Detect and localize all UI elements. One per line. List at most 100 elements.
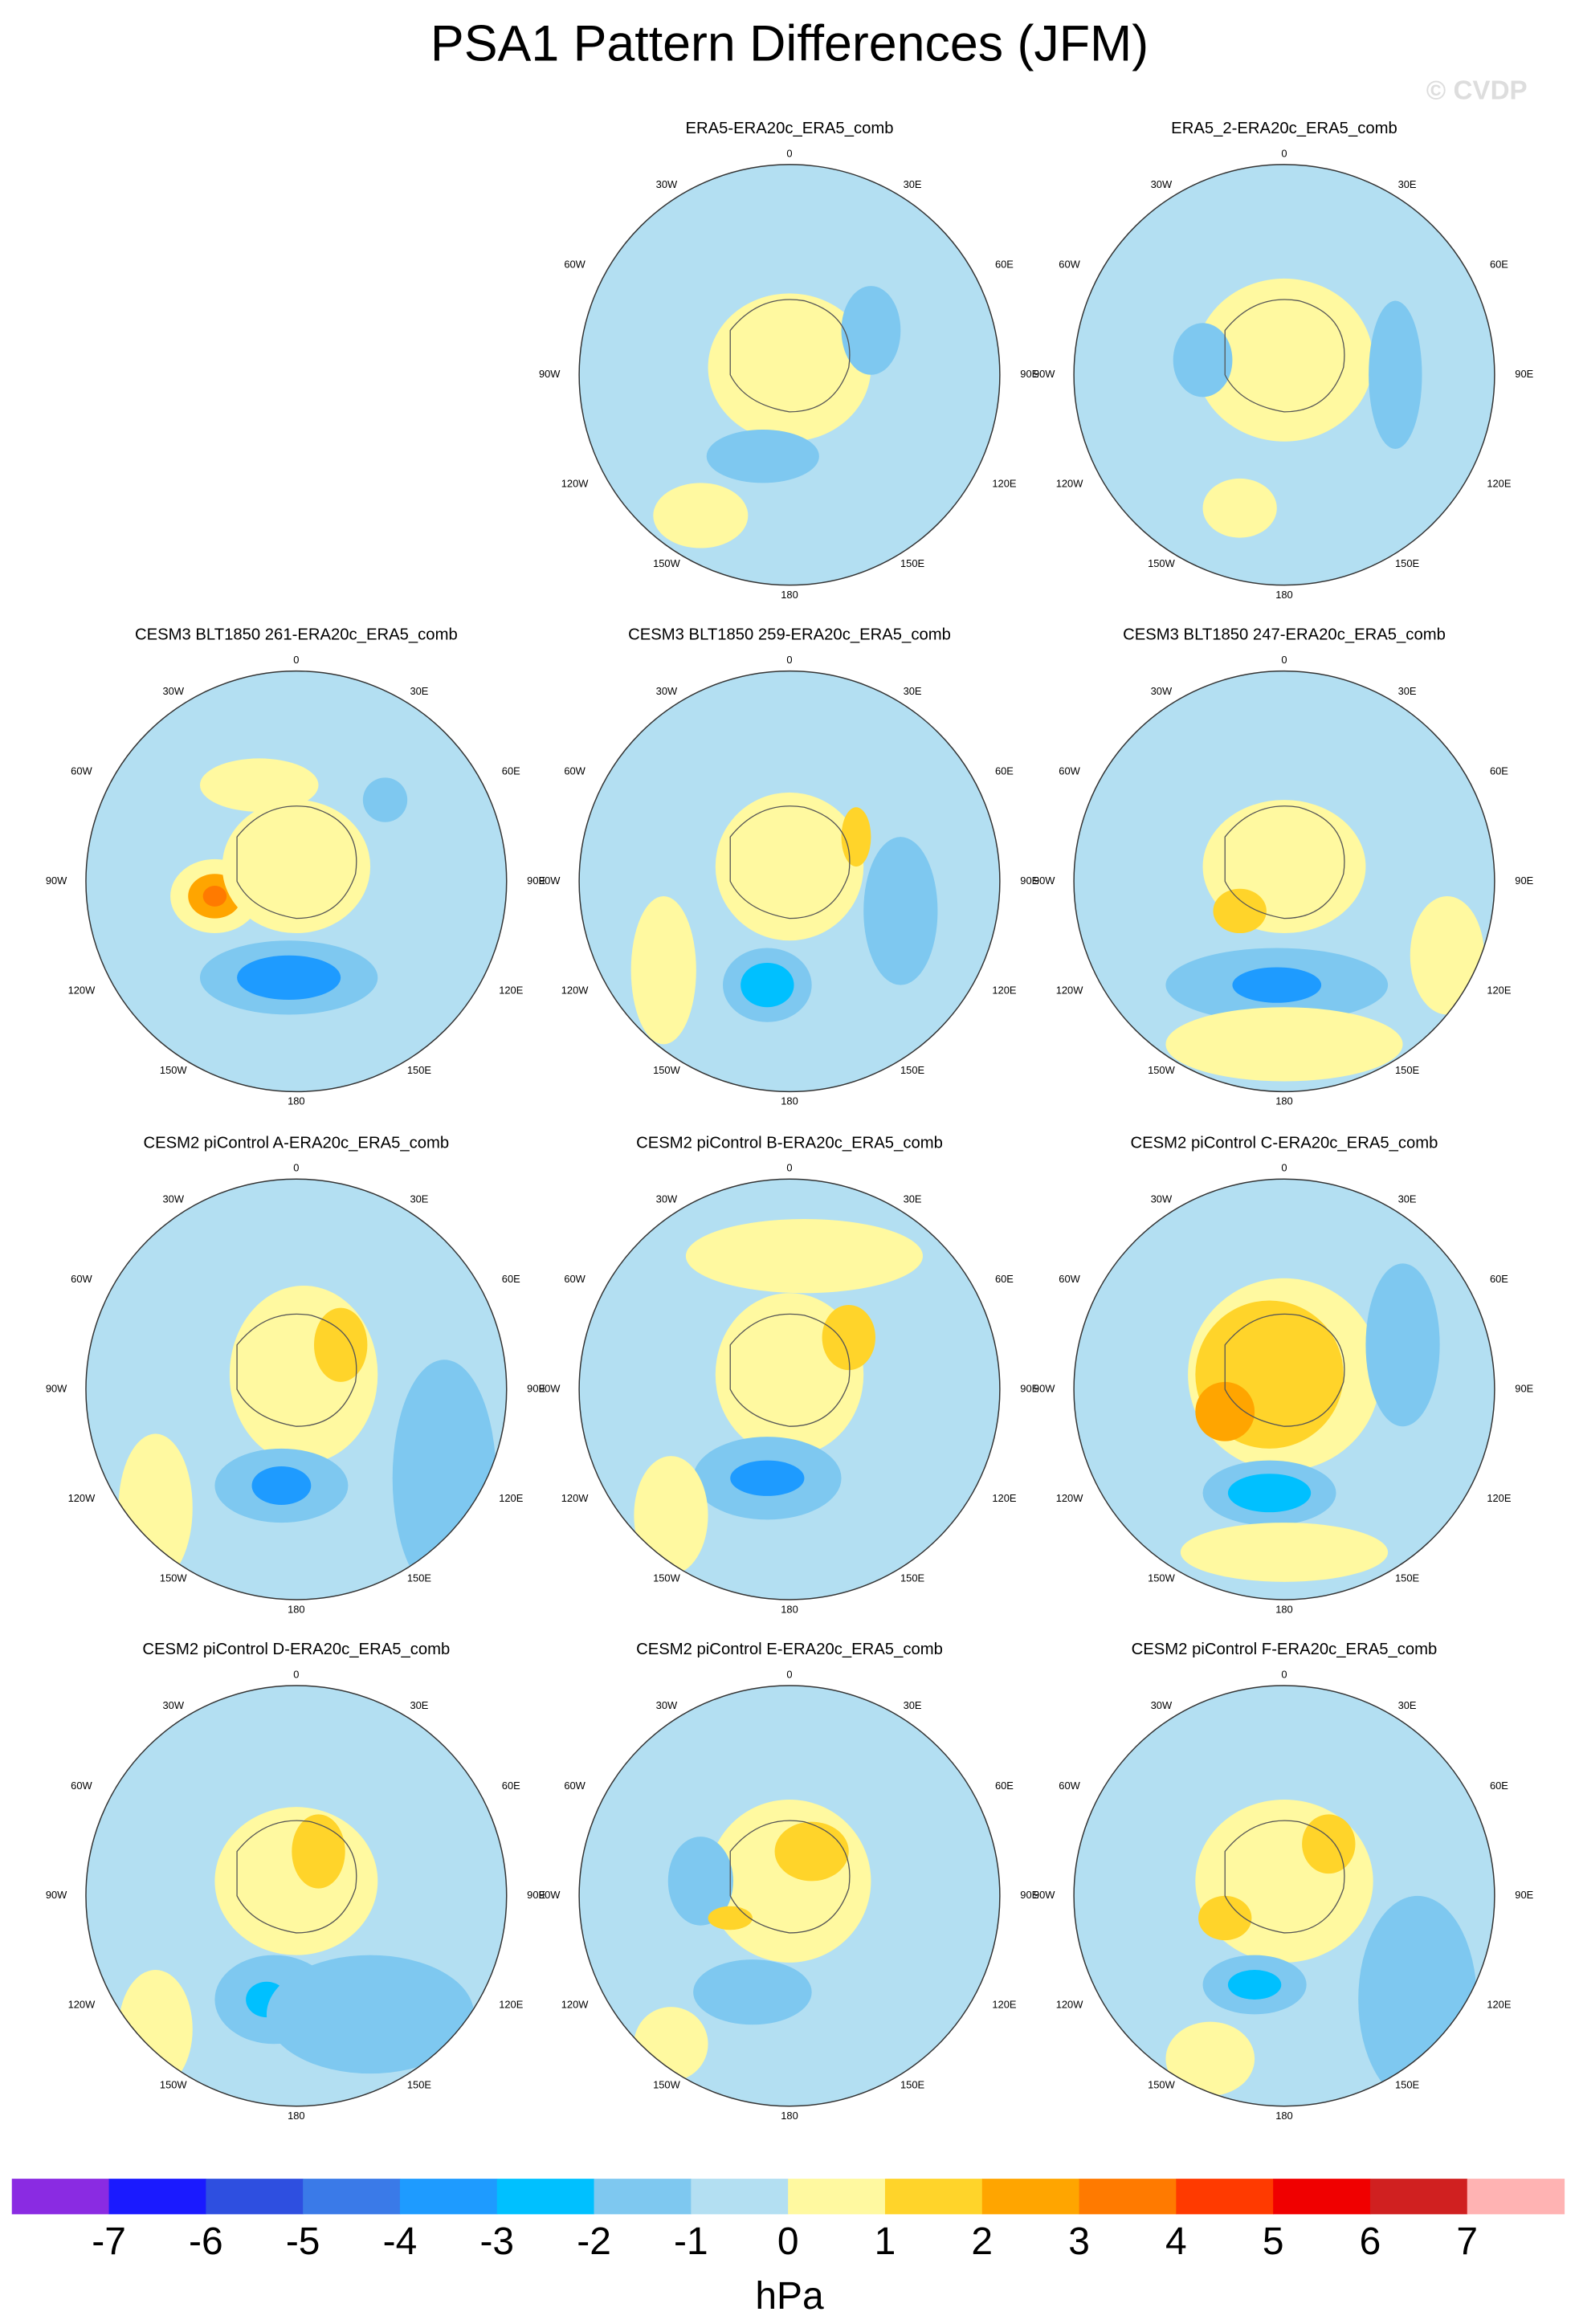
map-panel: CESM2 piControl C-ERA20c_ERA5_comb 0 30E 60… (1034, 1134, 1534, 1615)
colorbar-tick-label: 2 (971, 2220, 993, 2263)
lon-label: 150E (1395, 1064, 1420, 1076)
lon-label: 30E (1398, 1699, 1417, 1711)
colorbar-swatch (1273, 2179, 1371, 2215)
lon-label: 180 (288, 1603, 305, 1615)
lon-label: 120E (499, 1492, 524, 1504)
lon-label: 120E (992, 1492, 1017, 1504)
lon-label: 150W (1148, 557, 1176, 569)
lon-label: 90W (539, 1889, 561, 1901)
lon-label: 0 (293, 1668, 299, 1680)
contours (1173, 278, 1422, 538)
lon-label: 150W (653, 1064, 681, 1076)
lon-label: 180 (288, 2110, 305, 2122)
lon-label: 90E (1020, 1889, 1038, 1901)
contour-region (774, 1821, 849, 1882)
contour-region (630, 895, 696, 1045)
contour-region (1180, 1523, 1389, 1582)
lon-label: 150E (407, 1572, 432, 1584)
lon-label: 30W (656, 685, 678, 697)
lon-label: 90E (1020, 368, 1038, 380)
contour-region (1213, 888, 1267, 934)
colorbar-tick-label: -4 (383, 2220, 418, 2263)
colorbar-tick-label: -6 (189, 2220, 223, 2263)
lon-label: 120E (1487, 1492, 1512, 1504)
panel-title: CESM2 piControl D-ERA20c_ERA5_comb (142, 1641, 450, 1658)
colorbar-swatch (11, 2179, 110, 2215)
lon-label: 120W (68, 984, 96, 996)
contour-region (653, 483, 749, 548)
contours (653, 286, 901, 548)
map-panel: CESM2 piControl A-ERA20c_ERA5_comb 0 30E 60… (46, 1134, 546, 1615)
lon-label: 60W (1059, 1780, 1080, 1792)
panel-title: CESM2 piControl E-ERA20c_ERA5_comb (636, 1641, 943, 1658)
lon-label: 60W (564, 764, 585, 777)
lon-label: 60W (71, 1780, 92, 1792)
lon-label: 150E (407, 1064, 432, 1076)
contour-region (863, 837, 938, 985)
map-panel: CESM3 BLT1850 259-ERA20c_ERA5_comb 0 30E 60… (539, 626, 1039, 1107)
contour-region (1195, 278, 1373, 442)
lon-label: 60E (1490, 259, 1508, 271)
lon-label: 150W (160, 1064, 188, 1076)
colorbar-swatch (594, 2179, 692, 2215)
lon-label: 90W (539, 875, 561, 887)
map-panel: CESM2 piControl D-ERA20c_ERA5_comb 0 30E 60… (46, 1641, 546, 2122)
colorbar-tick-label: -2 (577, 2220, 611, 2263)
lon-label: 90E (1515, 1889, 1533, 1901)
contour-region (202, 886, 227, 907)
lon-label: 60W (1059, 1273, 1080, 1285)
lon-label: 120W (68, 1492, 96, 1504)
contour-region (1165, 1007, 1403, 1082)
lon-label: 150E (1395, 557, 1420, 569)
colorbar-swatch (1176, 2179, 1274, 2215)
lon-label: 0 (786, 1162, 792, 1174)
lon-label: 60E (502, 764, 520, 777)
map-panel: ERA5_2-ERA20c_ERA5_comb 0 30E 60E 90E 120E 150… (1034, 120, 1534, 601)
colorbar-tick-label: 7 (1456, 2220, 1478, 2263)
watermark: © CVDP (1426, 75, 1528, 105)
contour-region (730, 1460, 805, 1496)
contour-region (708, 293, 871, 442)
colorbar-swatch (1369, 2179, 1468, 2215)
contour-region (822, 1304, 875, 1371)
colorbar-tick-label: 0 (777, 2220, 799, 2263)
lon-label: 150W (1148, 1064, 1176, 1076)
lon-label: 180 (1275, 2110, 1293, 2122)
lon-label: 180 (781, 2110, 798, 2122)
map-panel: ERA5-ERA20c_ERA5_comb 0 30E 60E 90E 120E 150E 1… (539, 120, 1039, 601)
contour-region (292, 1814, 345, 1889)
colorbar-swatch (691, 2179, 789, 2215)
contour-region (841, 286, 901, 375)
colorbar-tick-label: 6 (1360, 2220, 1381, 2263)
lon-label: 60W (564, 1780, 585, 1792)
lon-label: 60E (502, 1273, 520, 1285)
lon-label: 90W (46, 1889, 67, 1901)
colorbar-tick-label: 3 (1068, 2220, 1090, 2263)
contour-region (118, 1970, 193, 2089)
contour-region (685, 1219, 923, 1294)
lon-label: 30E (1398, 685, 1417, 697)
coastline (729, 1313, 851, 1427)
lon-label: 90W (1034, 1889, 1055, 1901)
contour-region (222, 800, 371, 934)
lon-label: 60E (995, 764, 1014, 777)
figure-title: PSA1 Pattern Differences (JFM) (430, 16, 1149, 72)
lon-label: 180 (1275, 1095, 1293, 1107)
contours (634, 1219, 923, 1575)
colorbar-tick-label: -7 (92, 2220, 126, 2263)
lon-label: 30W (656, 1699, 678, 1711)
map-panel: CESM2 piControl E-ERA20c_ERA5_comb 0 30E 60… (539, 1641, 1039, 2122)
lon-label: 30W (163, 685, 185, 697)
lon-label: 60E (995, 1780, 1014, 1792)
colorbar-tick-label: -3 (479, 2220, 514, 2263)
contour-region (392, 1360, 496, 1597)
lon-label: 150E (407, 2078, 432, 2090)
panel-title: CESM2 piControl A-ERA20c_ERA5_comb (143, 1134, 449, 1152)
colorbar-swatch (884, 2179, 983, 2215)
lon-label: 150E (900, 1064, 925, 1076)
contour-region (237, 955, 341, 1001)
lon-label: 30W (163, 1193, 185, 1205)
lon-label: 120W (561, 478, 590, 490)
contour-region (841, 807, 871, 867)
coastline (729, 1820, 851, 1934)
